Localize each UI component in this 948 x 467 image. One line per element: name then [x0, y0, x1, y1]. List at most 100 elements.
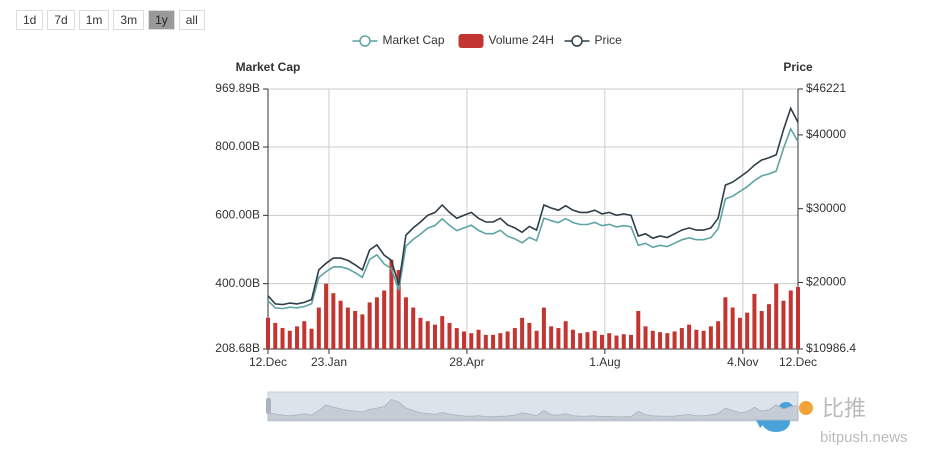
volume-bar	[273, 322, 278, 349]
range-button[interactable]: 1y	[148, 10, 175, 30]
y-axis-title: Market Cap	[236, 60, 301, 74]
volume-bar	[389, 259, 394, 349]
volume-bar	[766, 304, 771, 349]
volume-bar	[266, 317, 270, 349]
y-tick-label: 208.68B	[215, 341, 260, 355]
volume-bar	[636, 310, 641, 349]
watermark-site: bitpush.news	[820, 429, 908, 446]
range-button[interactable]: 7d	[47, 10, 75, 30]
x-tick-label: 12.Dec	[249, 355, 287, 369]
volume-bar	[723, 297, 728, 349]
volume-bar	[527, 322, 532, 349]
y2-axis-title: Price	[783, 60, 813, 74]
volume-bar	[374, 297, 379, 349]
y2-tick-label: $10986.4	[806, 341, 856, 355]
volume-bar	[505, 331, 510, 349]
volume-bar	[309, 328, 314, 349]
volume-bar	[592, 330, 597, 349]
volume-bar	[396, 269, 401, 349]
y-tick-label: 400.00B	[215, 276, 260, 290]
legend-label: Price	[595, 33, 623, 47]
volume-bar	[650, 330, 655, 349]
legend-item[interactable]: Volume 24H	[458, 33, 554, 48]
x-tick-label: 28.Apr	[449, 355, 484, 369]
volume-bar	[578, 333, 583, 349]
range-selector: 1d 7d 1m 3m 1y all	[16, 10, 205, 30]
volume-bar	[570, 329, 575, 349]
volume-bar	[549, 326, 554, 349]
x-tick-label: 1.Aug	[589, 355, 620, 369]
y-tick-label: 800.00B	[215, 139, 260, 153]
x-tick-label: 23.Jan	[311, 355, 347, 369]
x-tick-label: 4.Nov	[727, 355, 758, 369]
volume-bar	[353, 310, 358, 349]
range-button[interactable]: all	[178, 10, 205, 30]
zoom-handle[interactable]	[266, 398, 271, 414]
volume-bar	[614, 335, 619, 349]
legend-swatch	[458, 34, 484, 48]
y-tick-label: 600.00B	[215, 208, 260, 222]
volume-bar	[280, 328, 285, 349]
volume-bar	[774, 283, 779, 349]
volume-bar	[331, 293, 336, 349]
y2-tick-label: $30000	[806, 201, 846, 215]
volume-bar	[607, 333, 612, 349]
y-tick-label: 969.89B	[215, 81, 260, 95]
volume-bar	[643, 326, 648, 349]
volume-bar	[345, 307, 350, 349]
volume-bar	[469, 333, 474, 349]
legend-item[interactable]: Price	[564, 33, 623, 47]
volume-bar	[418, 317, 423, 349]
y2-tick-label: $20000	[806, 275, 846, 289]
volume-bar	[498, 333, 503, 349]
volume-bar	[425, 321, 430, 349]
watermark-brand: 比推	[822, 396, 866, 421]
legend-label: Volume 24H	[489, 33, 554, 47]
volume-bar	[563, 321, 568, 349]
line	[267, 127, 799, 310]
volume-bar	[476, 329, 481, 349]
volume-bar	[491, 334, 496, 349]
legend-item[interactable]: Market Cap	[352, 33, 445, 47]
range-button[interactable]: 1m	[78, 10, 110, 30]
volume-bar	[737, 317, 742, 349]
volume-bar	[302, 321, 307, 349]
volume-bar	[403, 297, 408, 349]
line	[267, 106, 799, 306]
volume-bar	[556, 328, 561, 349]
volume-bar	[454, 328, 459, 349]
volume-bar	[440, 316, 445, 349]
y2-tick-label: $46221	[806, 81, 846, 95]
zoom-preview	[267, 398, 799, 421]
volume-bar	[520, 317, 525, 349]
volume-bar	[759, 310, 764, 349]
volume-bar	[708, 326, 713, 349]
volume-bar	[701, 330, 706, 349]
volume-bar	[599, 334, 604, 349]
volume-bar	[752, 293, 757, 349]
volume-bar	[338, 300, 343, 349]
y2-tick-label: $40000	[806, 127, 846, 141]
volume-bar	[629, 334, 634, 349]
volume-bar	[360, 314, 365, 349]
volume-bar	[287, 330, 292, 349]
volume-bar	[694, 329, 699, 349]
volume-bar	[716, 321, 721, 349]
volume-bar	[541, 307, 546, 349]
volume-bar	[672, 331, 677, 349]
volume-bar	[534, 330, 539, 349]
volume-bar	[679, 328, 684, 349]
volume-bar	[483, 334, 488, 349]
volume-bar	[796, 287, 800, 349]
volume-bar	[447, 322, 452, 349]
range-button[interactable]: 1d	[16, 10, 44, 30]
volume-bar	[367, 302, 372, 349]
legend-label: Market Cap	[383, 33, 445, 47]
volume-bar	[585, 332, 590, 349]
volume-bar	[745, 312, 750, 349]
volume-bar	[665, 333, 670, 349]
x-tick-label: 12.Dec	[779, 355, 817, 369]
range-button[interactable]: 3m	[113, 10, 145, 30]
